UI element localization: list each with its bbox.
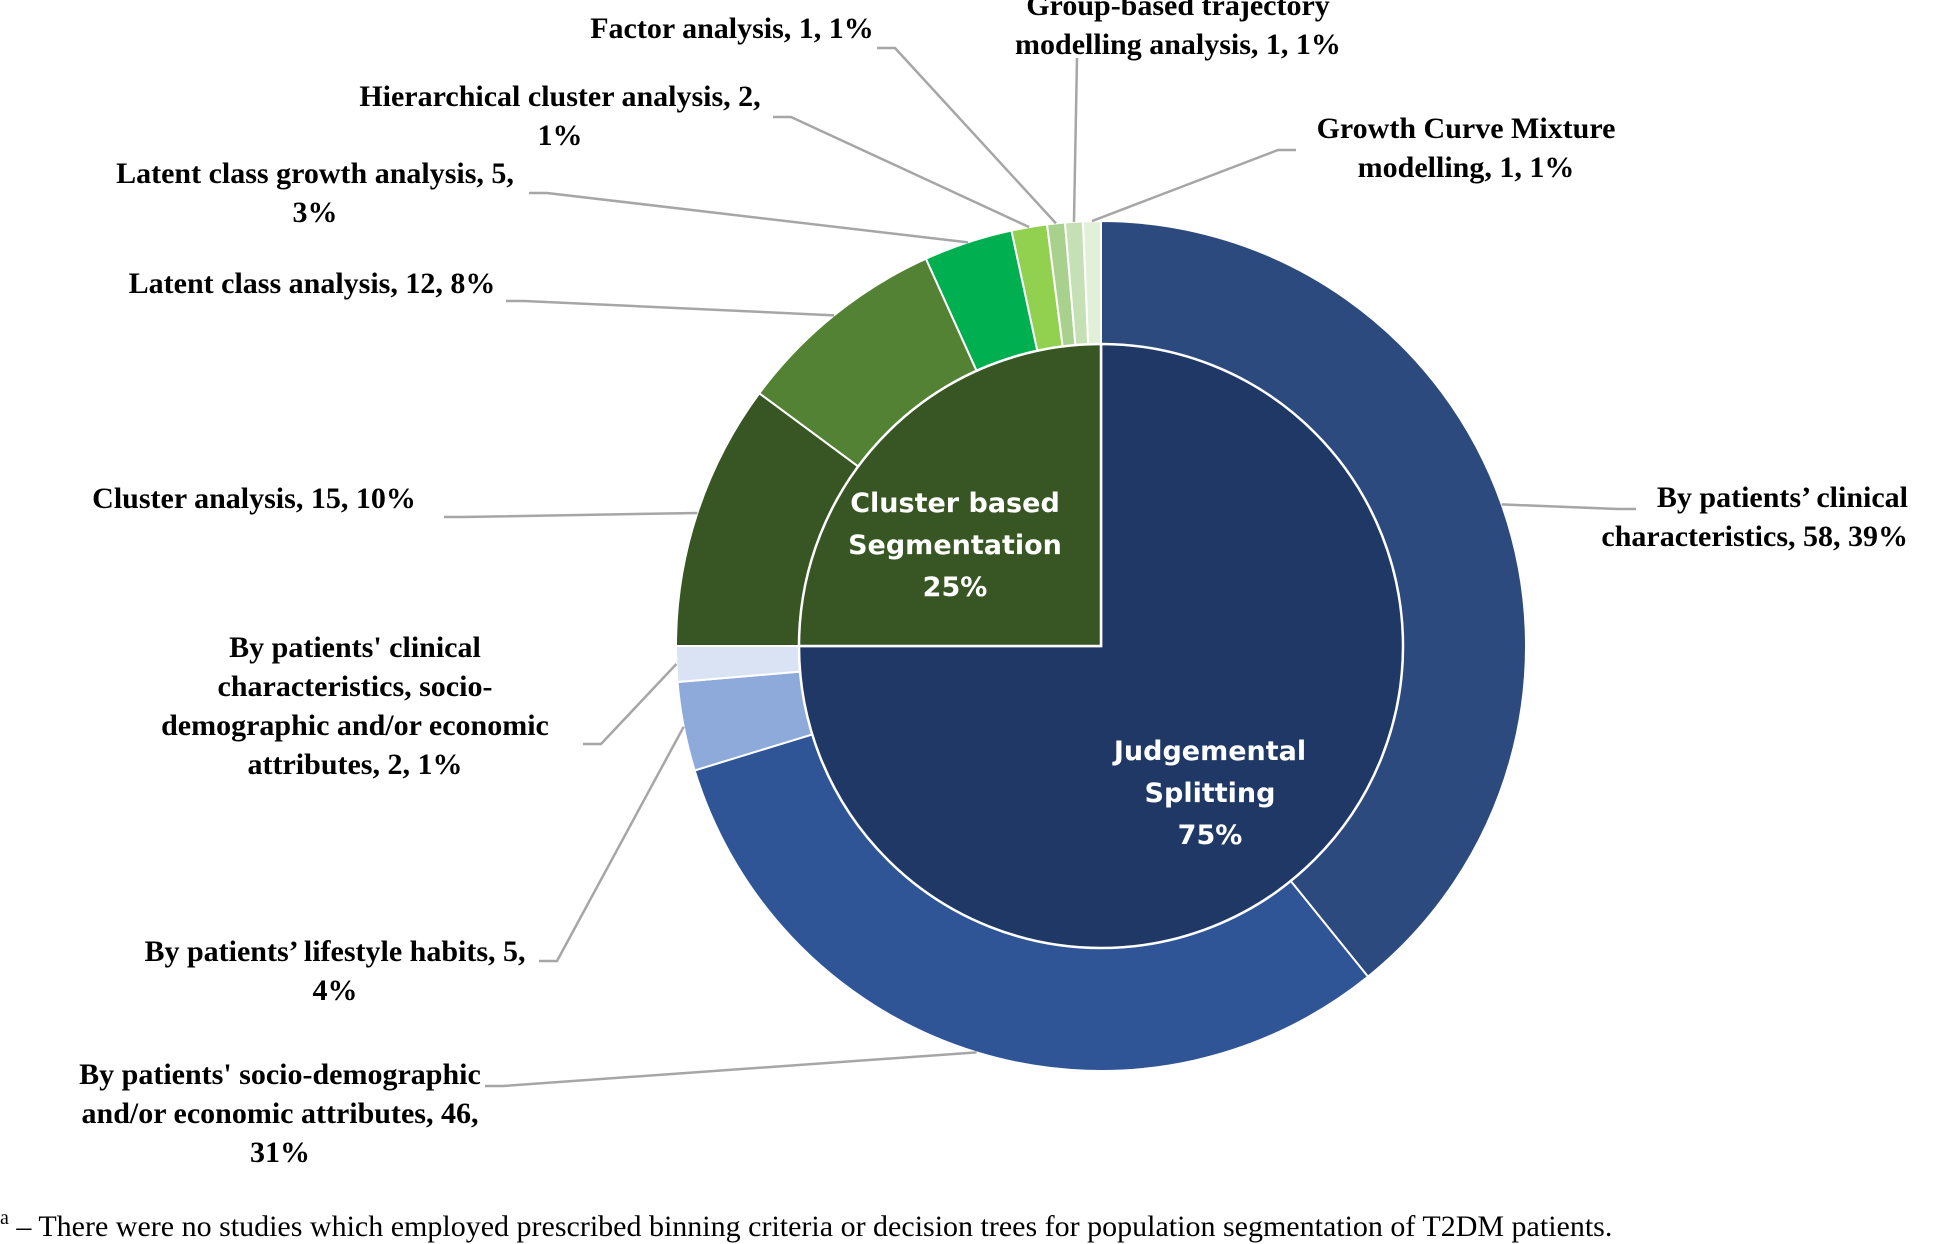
outer-label-line: 31% xyxy=(250,1136,310,1169)
inner-label-line: Segmentation xyxy=(848,530,1062,561)
outer-label-line: Latent class analysis, 12, 8% xyxy=(129,267,496,300)
outer-label-line: modelling analysis, 1, 1% xyxy=(1015,28,1341,61)
outer-label-line: and/or economic attributes, 46, xyxy=(82,1097,479,1130)
outer-label-line: characteristics, 58, 39% xyxy=(1601,520,1908,553)
footnote-text: – There were no studies which employed p… xyxy=(9,1210,1612,1243)
outer-label-line: 1% xyxy=(538,119,583,152)
inner-label-line: Splitting xyxy=(1145,778,1276,809)
outer-label-line: Group-based trajectory xyxy=(1026,0,1330,22)
outer-label-line: 4% xyxy=(313,974,358,1007)
inner-label-line: Cluster based xyxy=(850,488,1060,519)
outer-label-line: 3% xyxy=(293,196,338,229)
outer-label-line: attributes, 2, 1% xyxy=(248,748,463,781)
outer-label-line: By patients' clinical xyxy=(229,631,481,664)
leader-line-by-patients-clinical-characteristics xyxy=(1501,503,1636,511)
outer-label-line: By patients’ clinical xyxy=(1657,481,1908,514)
outer-label-line: Hierarchical cluster analysis, 2, xyxy=(359,80,760,113)
leader-line-latent-class-growth-analysis xyxy=(529,191,969,244)
outer-label-line: modelling, 1, 1% xyxy=(1358,151,1575,184)
leader-line-hierarchical-cluster-analysis xyxy=(773,115,1030,229)
inner-label-line: 25% xyxy=(923,572,988,603)
outer-label-line: By patients' socio-demographic xyxy=(79,1058,481,1091)
inner-label-cluster-based-segmentation: Cluster based Segmentation 25% xyxy=(848,488,1062,603)
outer-label-by-patients-clinical-characteristics: By patients’ clinical characteristics, 58… xyxy=(1601,481,1908,553)
outer-label-line: Latent class growth analysis, 5, xyxy=(116,157,514,190)
leader-line-factor-analysis xyxy=(877,46,1057,225)
inner-slice-cluster-based-segmentation xyxy=(797,342,1103,648)
outer-label-factor-analysis: Factor analysis, 1, 1% xyxy=(590,12,874,45)
outer-label-hierarchical-cluster-analysis: Hierarchical cluster analysis, 2, 1% xyxy=(359,80,760,152)
footnote: a – There were no studies which employed… xyxy=(0,1207,1612,1243)
leader-line-by-patients-socio-demographic-and-or-economic-attributes xyxy=(485,1051,977,1088)
outer-label-group-based-trajectory-modelling-analysis: Group-based trajectory modelling analysis… xyxy=(1015,0,1341,61)
inner-label-line: Judgemental xyxy=(1112,736,1306,767)
outer-label-line: By patients’ lifestyle habits, 5, xyxy=(144,935,525,968)
outer-label-line: characteristics, socio- xyxy=(218,670,493,703)
outer-label-by-patients-socio-demographic-and-or-economic-attributes: By patients' socio-demographic and/or eco… xyxy=(79,1058,481,1169)
outer-label-line: Factor analysis, 1, 1% xyxy=(590,12,874,45)
inner-label-line: 75% xyxy=(1178,820,1243,851)
outer-label-by-patients-lifestyle-habits: By patients’ lifestyle habits, 5, 4% xyxy=(144,935,525,1007)
leader-line-latent-class-analysis xyxy=(506,299,835,317)
outer-label-line: Cluster analysis, 15, 10% xyxy=(92,482,416,515)
outer-label-line: demographic and/or economic xyxy=(161,709,549,742)
outer-label-growth-curve-mixture-modelling: Growth Curve Mixture modelling, 1, 1% xyxy=(1317,112,1616,184)
outer-label-line: Growth Curve Mixture xyxy=(1317,112,1616,145)
outer-label-latent-class-growth-analysis: Latent class growth analysis, 5, 3% xyxy=(116,157,514,229)
leader-line-by-patients-lifestyle-habits xyxy=(539,726,685,963)
leader-line-group-based-trajectory-modelling-analysis xyxy=(1072,57,1079,222)
footnote-marker: a xyxy=(0,1207,9,1229)
leader-line-cluster-analysis xyxy=(444,511,698,519)
outer-label-latent-class-analysis: Latent class analysis, 12, 8% xyxy=(129,267,496,300)
outer-label-cluster-analysis: Cluster analysis, 15, 10% xyxy=(92,482,416,515)
inner-label-judgemental-splitting: Judgemental Splitting 75% xyxy=(1112,736,1306,851)
outer-label-by-patients-clinical-characteristics-socio-demographic-and-or-economic-attributes: By patients' clinical characteristics, so… xyxy=(161,631,549,781)
leader-line-growth-curve-mixture-modelling xyxy=(1091,148,1296,223)
leader-line-by-patients-clinical-characteristics-socio-demographic-and-or-economic-attributes xyxy=(583,663,678,746)
